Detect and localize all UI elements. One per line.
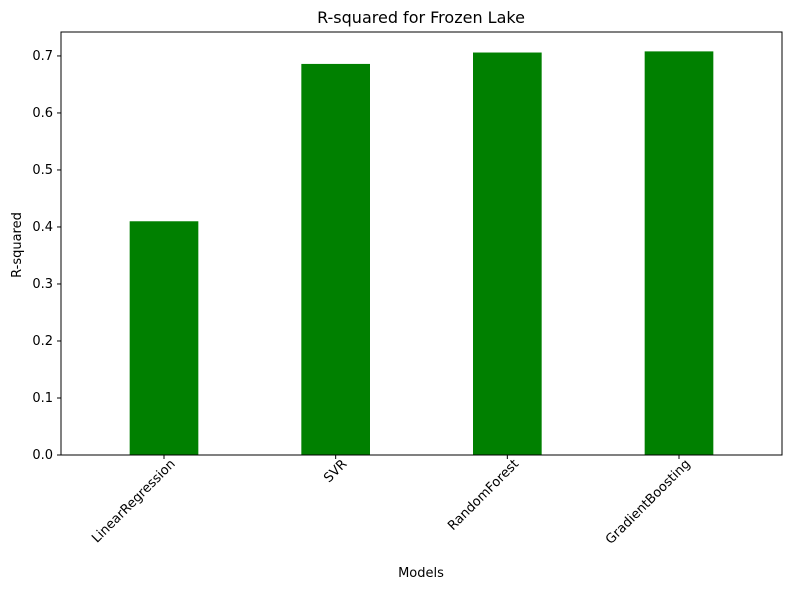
x-axis-label: Models <box>398 566 444 581</box>
x-tick-label: RandomForest <box>445 457 522 534</box>
x-tick-label: GradientBoosting <box>603 457 694 548</box>
plot-area: 0.0 0.1 0.2 0.3 0.4 0.5 0.6 0.7 LinearRegression… <box>32 31 783 548</box>
x-tick-label: SVR <box>321 457 350 486</box>
y-tick-label: 0.3 <box>32 277 53 292</box>
y-tick-label: 0.4 <box>32 220 53 235</box>
y-tick-label: 0.5 <box>32 163 53 178</box>
y-tick-label: 0.2 <box>32 334 53 349</box>
y-tick-label: 0.1 <box>32 391 53 406</box>
bar-linearregression <box>129 221 199 455</box>
x-tick-label: LinearRegression <box>89 457 178 546</box>
y-axis-label: R-squared <box>10 212 25 278</box>
bar-svr <box>301 63 370 455</box>
bar-randomforest <box>473 52 542 455</box>
y-tick-label: 0.7 <box>32 49 53 64</box>
chart-title: R-squared for Frozen Lake <box>317 8 525 27</box>
plot-frame <box>60 31 783 456</box>
bar-gradientboosting <box>644 51 714 455</box>
y-tick-label: 0.6 <box>32 106 53 121</box>
y-tick-label: 0.0 <box>32 448 53 463</box>
